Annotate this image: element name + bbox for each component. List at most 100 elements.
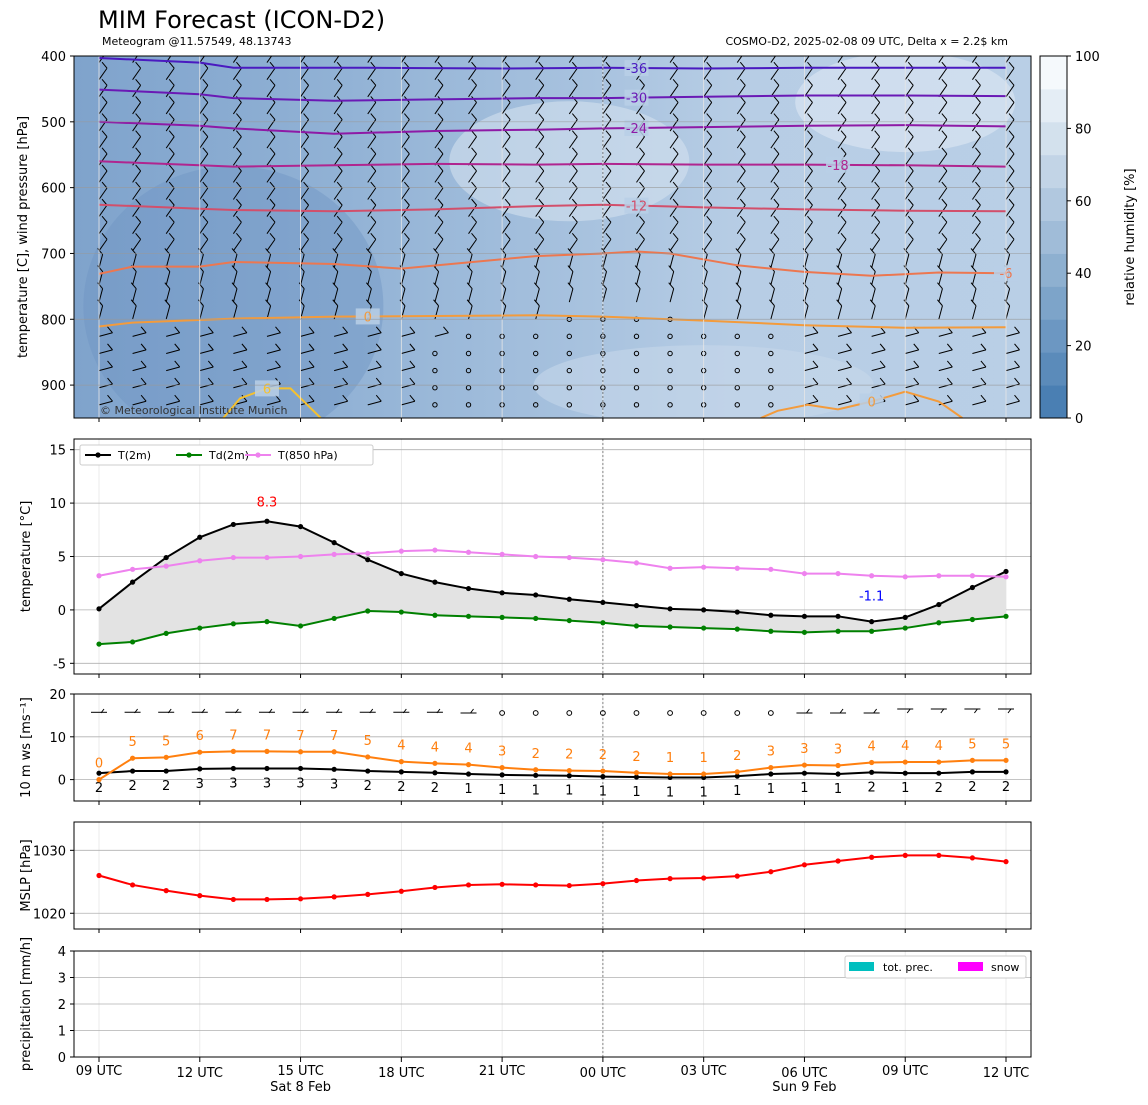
wind-barb (367, 221, 377, 234)
wind-barb (1005, 288, 1011, 303)
data-point (96, 573, 102, 579)
wind-barb-flag (907, 96, 914, 103)
wind-barb-flag (269, 215, 276, 223)
wind-barb (166, 400, 180, 406)
data-point (398, 888, 404, 894)
wind-barb-flag (533, 299, 540, 307)
wind-barb (804, 383, 819, 389)
calm-wind-marker (633, 385, 640, 391)
wind-barb-flag (275, 343, 281, 351)
data-point (297, 749, 304, 755)
wind-barb (770, 221, 780, 234)
data-point (365, 891, 371, 897)
wind-barb (132, 170, 142, 183)
wind-barb (501, 221, 511, 234)
wind-barb-flag (812, 360, 819, 368)
wind-barb-flag (571, 164, 578, 172)
wind-barb-flag (201, 708, 206, 714)
legend-label: T(850 hPa) (277, 449, 338, 462)
wind-barb (837, 56, 844, 63)
wind-barb-flag (840, 113, 847, 120)
wind-barb (904, 305, 910, 320)
wind-barb (602, 67, 612, 80)
wind-barb-flag (403, 215, 410, 223)
wind-barb-flag (840, 198, 847, 206)
wind-barb (199, 366, 214, 372)
wind-barb (132, 288, 137, 303)
wind-barb (938, 288, 943, 303)
wind-series-line (98, 767, 1006, 779)
wind-value-label: 3 (800, 742, 808, 757)
colorbar-band (1040, 286, 1067, 320)
wind-barb (635, 271, 641, 286)
wind-value-label: 4 (867, 739, 875, 754)
wind-barb-flag (308, 343, 315, 351)
wind-barb (871, 170, 881, 183)
wind-barb-flag (980, 394, 987, 402)
wind-barb (938, 383, 953, 389)
data-point (163, 768, 169, 774)
y-tick-label: 10 (49, 731, 66, 746)
wind-barb-flag (399, 299, 406, 307)
data-point (432, 760, 438, 766)
calm-wind-marker (667, 402, 673, 408)
wind-barb (871, 305, 876, 320)
wind-barb-flag (164, 282, 171, 289)
colorbar-frame (1039, 55, 1068, 419)
wind-barb (468, 305, 473, 320)
wind-barb-flag (807, 45, 812, 51)
data-point (869, 759, 875, 766)
wind-barb (1005, 332, 1020, 337)
wind-barb (602, 221, 612, 234)
wind-barb (232, 288, 238, 303)
wind-barb-flag (236, 79, 242, 86)
wind-barb-flag (332, 282, 339, 289)
wind-barb (400, 153, 410, 166)
data-point (129, 579, 136, 585)
wind-barb-flag (236, 113, 242, 120)
wind-barb (938, 332, 953, 337)
wind-barb (636, 170, 645, 183)
wind-barb-flag (375, 326, 382, 334)
isotherm-label: 0 (867, 396, 875, 411)
wind-barb-flag (874, 198, 881, 206)
wind-value-label: 2 (935, 781, 943, 796)
calm-wind-marker (465, 385, 472, 391)
wind-barb-flag (504, 215, 511, 223)
data-point (835, 762, 841, 769)
data-point (533, 882, 539, 888)
data-point (801, 862, 808, 868)
wind-barb-flag (739, 215, 746, 223)
wind-barb-flag (269, 130, 276, 137)
y-tick-label: 1030 (33, 844, 66, 859)
x-day-label: Sat 8 Feb (270, 1080, 331, 1095)
wind-barb (837, 366, 852, 372)
wind-barb (165, 187, 175, 200)
wind-barb (871, 187, 881, 200)
wind-barb (333, 102, 343, 115)
wind-barb (300, 136, 309, 149)
y-tick-label: 400 (41, 50, 66, 65)
wind-barb-flag (466, 265, 473, 272)
wind-barb-flag (840, 96, 847, 103)
data-point (264, 518, 270, 524)
wind-barb (535, 85, 545, 98)
wind-barb-flag (471, 181, 477, 189)
wind-barb-flag (639, 79, 645, 86)
data-point (533, 553, 539, 560)
wind-barb-flag (1014, 343, 1020, 351)
wind-barb (972, 400, 987, 406)
wind-value-label: 2 (733, 749, 741, 764)
wind-barb-flag (107, 360, 113, 368)
y-tick-label: 1020 (33, 907, 66, 922)
wind-barb (300, 239, 309, 252)
calm-wind-marker (465, 350, 472, 357)
wind-barb-flag (940, 708, 945, 714)
wind-barb-flag (975, 233, 981, 240)
data-point (230, 896, 236, 903)
wind-barb-flag (639, 147, 645, 155)
x-tick-label: 03 UTC (680, 1064, 726, 1079)
calm-wind-marker (566, 333, 572, 340)
wind-barb-flag (409, 377, 416, 385)
wind-barb-flag (471, 79, 477, 86)
